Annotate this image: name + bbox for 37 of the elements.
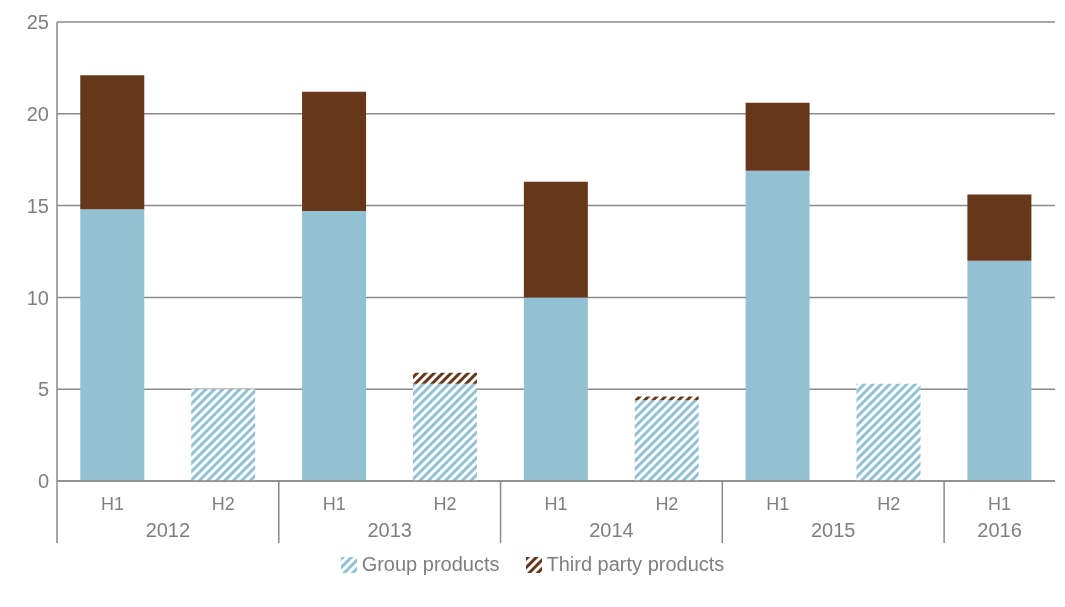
x-tick-label: H2: [433, 493, 457, 514]
text: 2012: [145, 519, 191, 541]
bar: [967, 260, 1032, 481]
x-tick-label: H2: [877, 493, 901, 514]
bar: [412, 372, 477, 384]
bar: [191, 389, 256, 481]
bar: [523, 297, 588, 481]
y-tick-label: 10: [26, 286, 49, 309]
bar: [523, 181, 588, 298]
bar: [80, 209, 145, 481]
x-tick-label: H1: [100, 493, 124, 514]
bar: [634, 400, 699, 481]
x-tick-label: H2: [655, 493, 679, 514]
x-tick-label: H1: [766, 493, 790, 514]
bar: [302, 211, 367, 481]
y-tick-label: 0: [37, 470, 49, 493]
y-tick-label: 5: [37, 378, 49, 401]
text: 2013: [367, 519, 412, 541]
bar: [856, 383, 921, 481]
bar: [967, 194, 1032, 261]
bar: [745, 170, 810, 481]
x-tick-label: H1: [322, 493, 346, 514]
y-tick-label: 15: [26, 194, 49, 217]
x-tick-label: H1: [988, 493, 1012, 514]
y-tick-label: 20: [26, 102, 49, 125]
legend-label: Third party products: [546, 553, 725, 576]
bar: [745, 102, 810, 171]
y-tick-label: 25: [26, 11, 49, 34]
text: 2015: [810, 519, 856, 541]
bar: [80, 75, 145, 210]
x-tick-label: H2: [211, 493, 235, 514]
text: 2014: [589, 519, 634, 541]
legend-label: Group products: [361, 553, 500, 576]
bar: [412, 383, 477, 481]
text: 2016: [977, 519, 1022, 541]
x-tick-label: H1: [544, 493, 568, 514]
bar: [302, 91, 367, 212]
